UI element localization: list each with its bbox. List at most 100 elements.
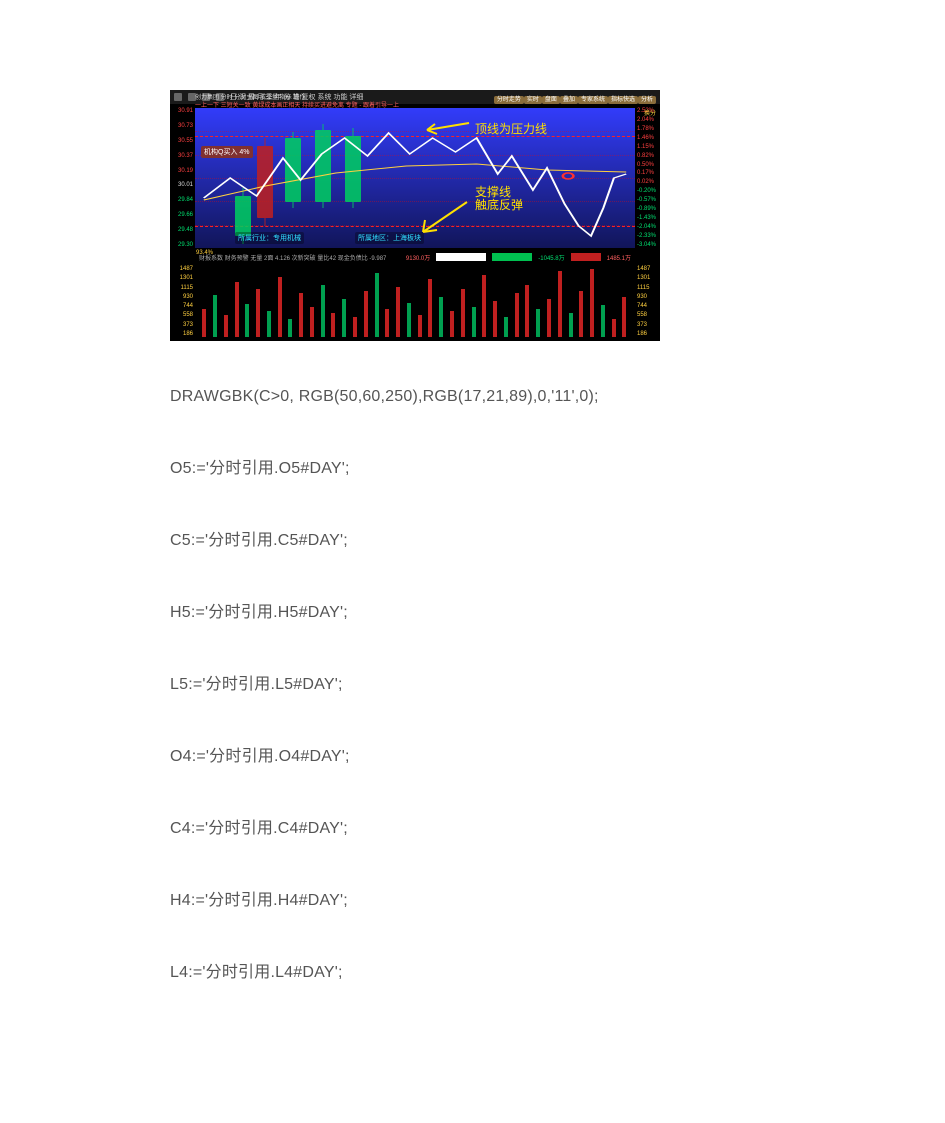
volume-bar [504, 317, 508, 337]
y-tick-right: 1.78% [637, 126, 660, 132]
y-tick-left: 29.66 [170, 212, 193, 218]
y-tick-right: 0.17% [637, 170, 660, 176]
volume-bar [235, 282, 239, 337]
price-chart-area: 创力集团 分时 分时主图 成交量 指标 操作 一上一下 三短关一致 黄绿成本画正… [195, 108, 635, 248]
volume-bar [493, 301, 497, 337]
stock-chart-screenshot: 日 汉 周 月 季 年 分 笔 复权 系统 功能 详细 分时走势实时盘面叠加专家… [170, 90, 660, 341]
vol-tick: 1487 [170, 266, 193, 272]
volume-axis-left: 148713011115930744558373186 [170, 266, 195, 337]
volume-bar [547, 299, 551, 337]
volume-bar [299, 293, 303, 337]
volume-bar [418, 315, 422, 337]
volume-bar [569, 313, 573, 337]
arrow-resistance-icon [421, 120, 471, 140]
volume-bar [331, 313, 335, 337]
volume-panel [195, 266, 635, 337]
status-bar-green [492, 253, 532, 261]
volume-bar [558, 271, 562, 337]
toolbar-chip: 指标快选 [608, 96, 638, 104]
y-tick-left: 29.84 [170, 197, 193, 203]
code-line: L5:='分时引用.L5#DAY'; [170, 673, 775, 697]
y-tick-left: 30.01 [170, 182, 193, 188]
vol-tick: 1301 [637, 275, 660, 281]
volume-bar [245, 304, 249, 337]
y-tick-right: -3.04% [637, 242, 660, 248]
code-line: O5:='分时引用.O5#DAY'; [170, 457, 775, 481]
y-tick-right: -2.04% [637, 224, 660, 230]
vol-tick: 373 [637, 322, 660, 328]
y-tick-right: 1.46% [637, 135, 660, 141]
vol-tick: 930 [637, 294, 660, 300]
status-right-val: 1485.1万 [607, 253, 631, 262]
volume-bar [472, 307, 476, 337]
y-axis-left: 30.9130.7330.5530.3730.1930.0129.8429.66… [170, 108, 195, 248]
y-tick-right: 0.02% [637, 179, 660, 185]
y-tick-right: -1.43% [637, 215, 660, 221]
tag-jigou: 机构Q买入 4% [201, 146, 253, 158]
vol-tick: 744 [170, 303, 193, 309]
volume-bar [450, 311, 454, 337]
status-bar-white [436, 253, 486, 261]
code-line: H5:='分时引用.H5#DAY'; [170, 601, 775, 625]
y-tick-right: -0.89% [637, 206, 660, 212]
y-tick-right: 0.50% [637, 162, 660, 168]
y-tick-left: 30.73 [170, 123, 193, 129]
volume-bar [342, 299, 346, 337]
status-left-val: 9130.0万 [406, 253, 430, 262]
volume-bar [364, 291, 368, 337]
volume-bar [385, 309, 389, 337]
volume-bar [428, 279, 432, 337]
vol-tick: 558 [637, 312, 660, 318]
annotation-resistance: 顶线为压力线 [475, 120, 547, 137]
volume-bar [267, 311, 271, 337]
volume-bar [461, 289, 465, 337]
vol-tick: 744 [637, 303, 660, 309]
volume-bar [515, 293, 519, 337]
home-icon [174, 93, 182, 101]
volume-bar [536, 309, 540, 337]
volume-bar [224, 315, 228, 337]
code-line: C4:='分时引用.C4#DAY'; [170, 817, 775, 841]
y-tick-right: 0.82% [637, 153, 660, 159]
price-line-svg [195, 108, 635, 248]
code-block: DRAWGBK(C>0, RGB(50,60,250),RGB(17,21,89… [170, 385, 775, 985]
y-tick-left: 30.19 [170, 168, 193, 174]
volume-bar [579, 291, 583, 337]
status-pct: 93.4% [196, 250, 213, 256]
y-tick-right: 2.04% [637, 117, 660, 123]
toolbar-chip: 分时走势 [494, 96, 524, 104]
volume-axis-right: 148713011115930744558373186 [635, 266, 660, 337]
y-tick-left: 29.48 [170, 227, 193, 233]
volume-bar [375, 273, 379, 337]
status-strip: 财报系数 财务预警 无量 2面 4.126 次新突破 量比42 现金负债比 -9… [195, 250, 635, 264]
annotation-support-2: 触底反弹 [475, 198, 523, 212]
vol-tick: 186 [637, 331, 660, 337]
status-bar-red [571, 253, 601, 261]
vol-tick: 930 [170, 294, 193, 300]
code-line: O4:='分时引用.O4#DAY'; [170, 745, 775, 769]
status-mid-val: -1045.8万 [538, 253, 564, 262]
code-line: DRAWGBK(C>0, RGB(50,60,250),RGB(17,21,89… [170, 385, 775, 409]
volume-bar [482, 275, 486, 337]
toolbar-chip: 叠加 [560, 96, 578, 104]
y-tick-right: -0.20% [637, 188, 660, 194]
status-text: 财报系数 财务预警 无量 2面 4.126 次新突破 量比42 现金负债比 -9… [199, 253, 386, 262]
vol-tick: 1301 [170, 275, 193, 281]
volume-bar [590, 269, 594, 337]
volume-bar [202, 309, 206, 337]
vol-tick: 1115 [170, 285, 193, 291]
volume-bar [525, 285, 529, 337]
label-huanfen: 换分 [644, 108, 656, 117]
annotation-support-1: 支撑线 [475, 185, 511, 199]
vol-tick: 373 [170, 322, 193, 328]
volume-bar [213, 295, 217, 337]
code-line: C5:='分时引用.C5#DAY'; [170, 529, 775, 553]
volume-bar [278, 277, 282, 337]
tag-industry-left: 所属行业：专用机械 [235, 232, 304, 244]
y-tick-right: -0.57% [637, 197, 660, 203]
y-tick-right: 1.15% [637, 144, 660, 150]
code-line: L4:='分时引用.L4#DAY'; [170, 961, 775, 985]
tag-industry-right: 所属地区：上海板块 [355, 232, 424, 244]
volume-bar [310, 307, 314, 337]
volume-bar [612, 319, 616, 337]
